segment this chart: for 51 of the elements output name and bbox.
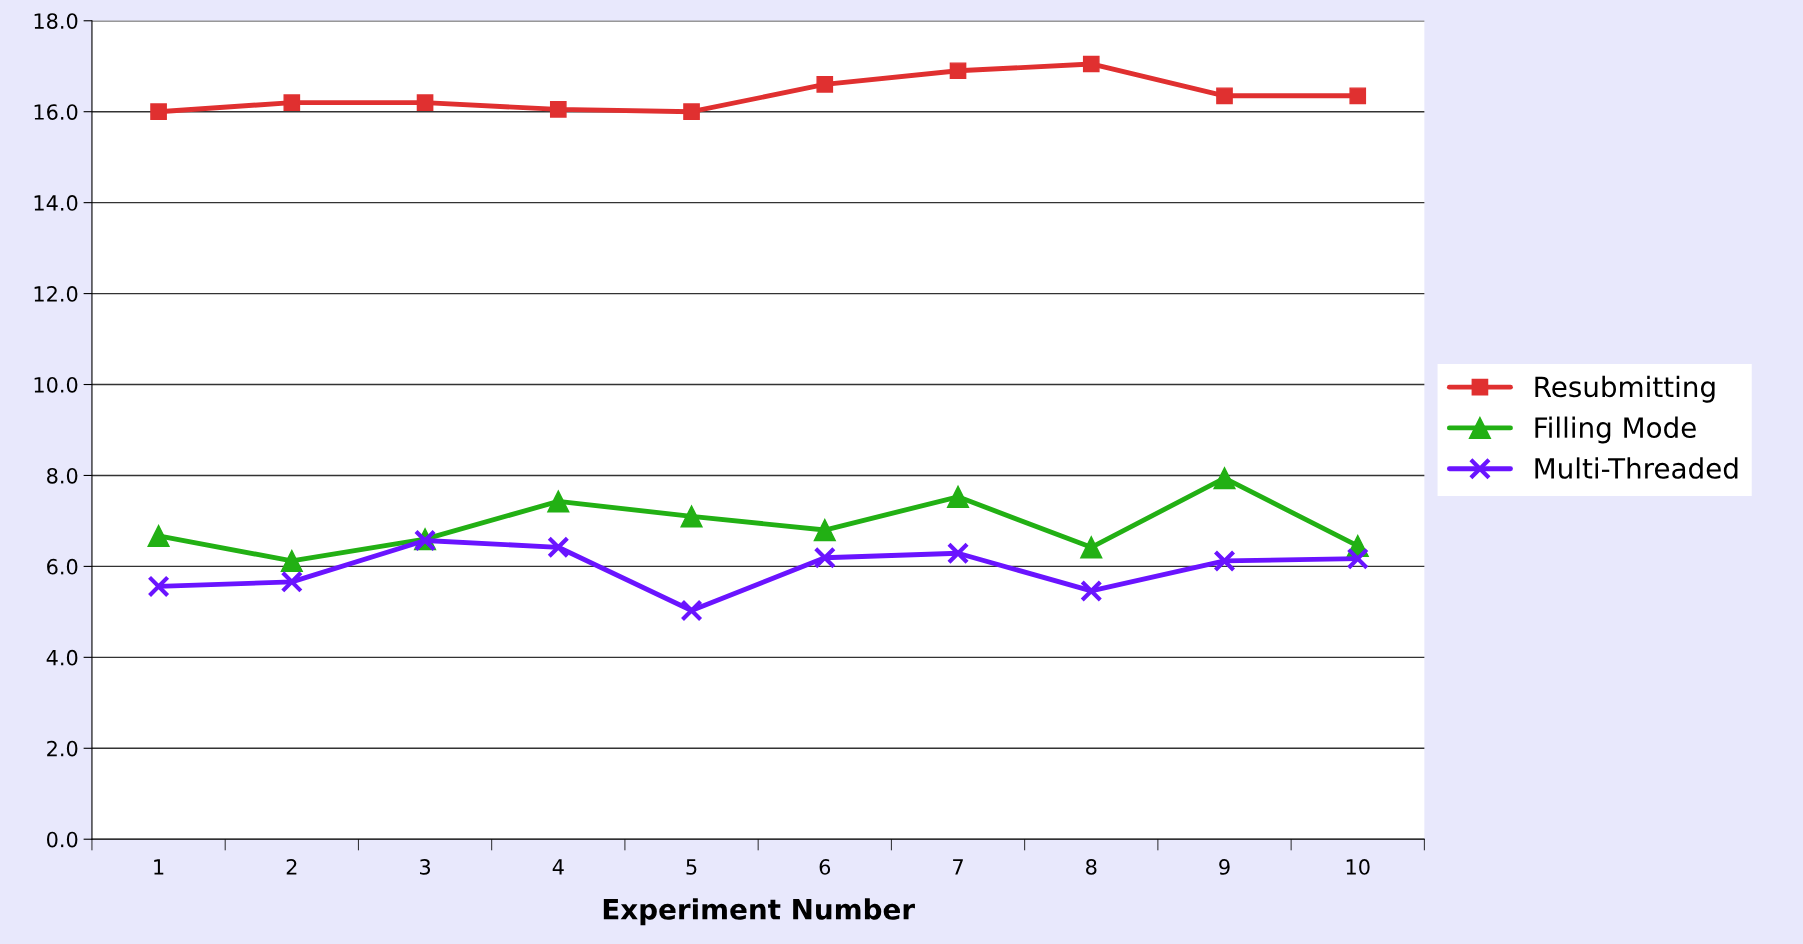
- x-tick-label: 9: [1219, 859, 1230, 875]
- x-tick-label: 1: [154, 859, 164, 875]
- x-tick-label: 5: [686, 859, 697, 875]
- point: [1213, 467, 1236, 490]
- point: [683, 103, 700, 121]
- x-tick-label: 2: [286, 859, 297, 875]
- x-tick-label: 6: [819, 859, 831, 875]
- point: [1349, 87, 1367, 105]
- x-axis-title: Experiment Number: [603, 898, 915, 926]
- x-tick-label: 8: [1086, 859, 1097, 875]
- x-tick-label: 3: [420, 859, 431, 875]
- point: [547, 490, 570, 513]
- x-tick-label: 10: [1346, 859, 1370, 875]
- point: [946, 485, 970, 508]
- point: [1080, 579, 1103, 603]
- point: [946, 542, 970, 565]
- y-tick-label: 0.0: [47, 831, 78, 848]
- point: [949, 62, 967, 80]
- point: [416, 94, 434, 111]
- point: [280, 549, 303, 573]
- y-tick-label: 12.0: [34, 286, 78, 302]
- point: [1213, 549, 1236, 573]
- legend-label: Resubmitting: [1535, 375, 1715, 403]
- point: [280, 570, 303, 593]
- y-tick-label: 18.0: [34, 13, 78, 29]
- point: [547, 536, 570, 559]
- point: [1082, 55, 1100, 73]
- y-tick-label: 2.0: [47, 740, 78, 757]
- legend-label: Multi-Threaded: [1535, 457, 1738, 479]
- point: [816, 76, 834, 93]
- point: [1080, 536, 1103, 559]
- x-tick-label: 7: [953, 859, 963, 875]
- legend-label: Filling Mode: [1535, 416, 1696, 444]
- point: [147, 575, 170, 598]
- y-tick-label: 16.0: [34, 104, 78, 120]
- y-tick-label: 4.0: [46, 649, 78, 666]
- x-tick-label: 4: [552, 859, 564, 875]
- point: [680, 505, 703, 528]
- point: [813, 518, 836, 542]
- y-tick-label: 14.0: [34, 195, 78, 211]
- point: [283, 94, 301, 111]
- y-tick-label: 6.0: [47, 558, 78, 575]
- point: [150, 103, 167, 121]
- y-tick-label: 8.0: [47, 467, 78, 484]
- y-tick-label: 10.0: [34, 376, 78, 393]
- point: [680, 599, 703, 622]
- point: [813, 546, 836, 569]
- point: [1216, 87, 1233, 105]
- point: [147, 524, 170, 548]
- point: [549, 101, 567, 118]
- point: [1346, 547, 1369, 570]
